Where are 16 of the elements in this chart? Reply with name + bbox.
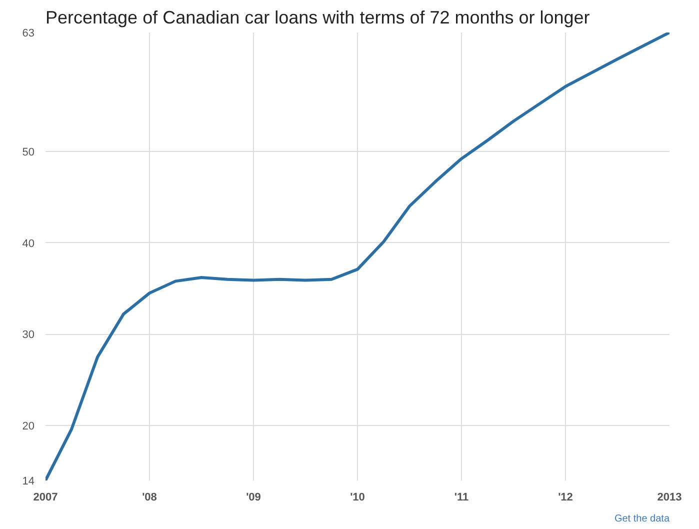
y-tick-label: 30 [22, 329, 35, 342]
x-tick-label: '10 [350, 492, 365, 504]
y-tick-label: 50 [22, 146, 35, 158]
y-tick-label: 14 [22, 476, 35, 488]
x-tick-label: '12 [558, 492, 573, 504]
x-tick-label: 2007 [33, 492, 58, 504]
chart-title: Percentage of Canadian car loans with terms of 72 months or longer [46, 8, 590, 28]
y-tick-label: 63 [22, 28, 35, 40]
x-tick-label: '11 [454, 492, 469, 504]
y-tick-label: 20 [22, 420, 35, 433]
text: Get the data [614, 514, 670, 524]
x-tick-label: '09 [246, 492, 261, 504]
x-tick-label: 2013 [657, 492, 682, 504]
x-tick-label: '08 [142, 492, 157, 504]
line-series [46, 32, 670, 480]
y-tick-label: 40 [22, 238, 35, 250]
